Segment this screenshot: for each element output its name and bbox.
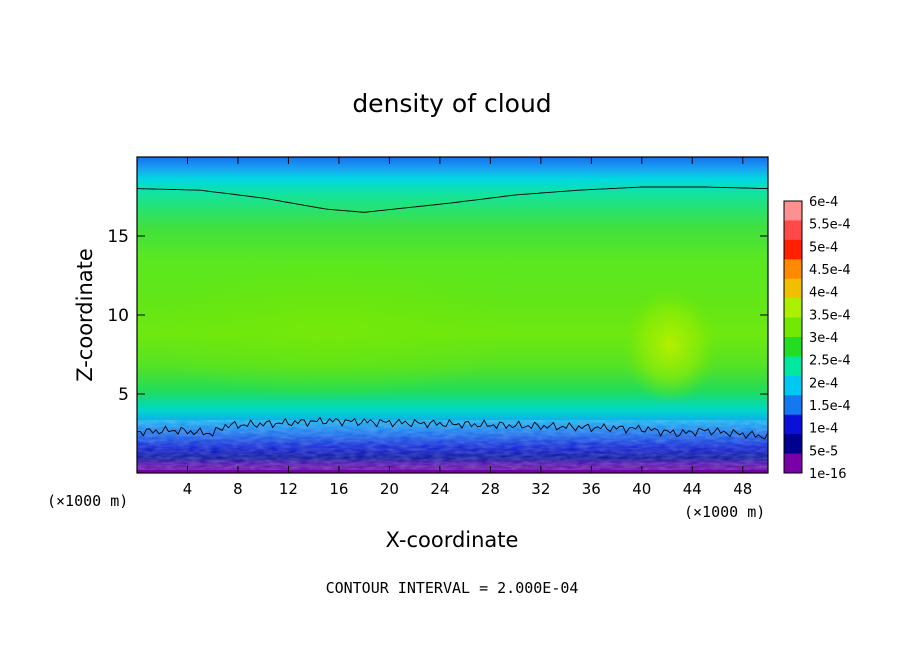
colorbar-swatch [784, 337, 802, 357]
colorbar-label: 2.5e-4 [809, 354, 851, 369]
y-axis-label: Z-coordinate [73, 248, 97, 382]
colorbar-swatch [784, 453, 802, 474]
colorbar-label: 3.5e-4 [809, 308, 851, 323]
colorbar-label: 1.5e-4 [809, 399, 851, 414]
x-tick-label: 36 [582, 480, 601, 498]
y-tick-label: 10 [107, 306, 129, 326]
colorbar-label: 5e-4 [809, 240, 838, 255]
colorbar-label: 1e-4 [809, 422, 838, 437]
x-tick-label: 16 [329, 480, 348, 498]
colorbar-label: 3e-4 [809, 331, 838, 346]
colorbar-label: 4e-4 [809, 286, 838, 301]
colorbar-swatch [784, 395, 802, 416]
colorbar-label: 4.5e-4 [809, 263, 851, 278]
colorbar-label: 5e-5 [809, 444, 838, 459]
colorbar-label: 6e-4 [809, 195, 838, 210]
y-tick-label: 5 [118, 385, 129, 405]
colorbar-frame [783, 200, 803, 474]
colorbar-swatch [784, 414, 802, 435]
x-tick-label: 20 [380, 480, 399, 498]
colorbar-swatch [784, 278, 802, 299]
upper-contour-line [137, 186, 768, 213]
boundary-layer-texture [137, 420, 768, 470]
colorbar-label: 2e-4 [809, 376, 838, 391]
contour-lines [137, 186, 768, 440]
colorbar-swatch [784, 298, 802, 319]
x-tick-label: 4 [183, 480, 193, 498]
x-tick-label: 12 [279, 480, 298, 498]
colorbar-swatch [784, 220, 802, 241]
y-tick-label: 15 [107, 227, 129, 247]
x-unit-left: (×1000 m) [47, 492, 128, 510]
contour-interval-note: CONTOUR INTERVAL = 2.000E-04 [326, 579, 579, 597]
x-tick-label: 32 [531, 480, 550, 498]
x-tick-label: 24 [430, 480, 449, 498]
colorbar-swatch [784, 201, 802, 221]
density-bulge [140, 260, 520, 400]
x-axis-label: X-coordinate [386, 528, 519, 552]
colorbar-swatch [784, 239, 802, 260]
colorbar-swatch [784, 375, 802, 396]
colorbar-swatch [784, 434, 802, 455]
x-tick-label: 44 [683, 480, 702, 498]
chart-title: density of cloud [352, 89, 551, 118]
x-tick-label: 8 [233, 480, 243, 498]
x-tick-label: 40 [632, 480, 651, 498]
x-tick-label: 28 [481, 480, 500, 498]
y-axis-ticks: 5 10 15 [107, 227, 768, 405]
colorbar-swatch [784, 356, 802, 377]
lower-contour-line [137, 416, 768, 440]
colorbar-swatch [784, 317, 802, 338]
density-maximum [622, 287, 718, 403]
colorbar-swatch [784, 259, 802, 280]
x-axis-ticks: 4 8 12 16 20 24 28 32 36 40 44 48 [183, 157, 752, 498]
x-unit-right: (×1000 m) [684, 503, 765, 521]
colorbar: 6e-4 5.5e-4 5e-4 4.5e-4 4e-4 3.5e-4 3e-4 2.5e-4… [783, 195, 851, 482]
colorbar-label: 5.5e-4 [809, 218, 851, 233]
x-tick-label: 48 [733, 480, 752, 498]
colorbar-label: 1e-16 [809, 467, 847, 482]
